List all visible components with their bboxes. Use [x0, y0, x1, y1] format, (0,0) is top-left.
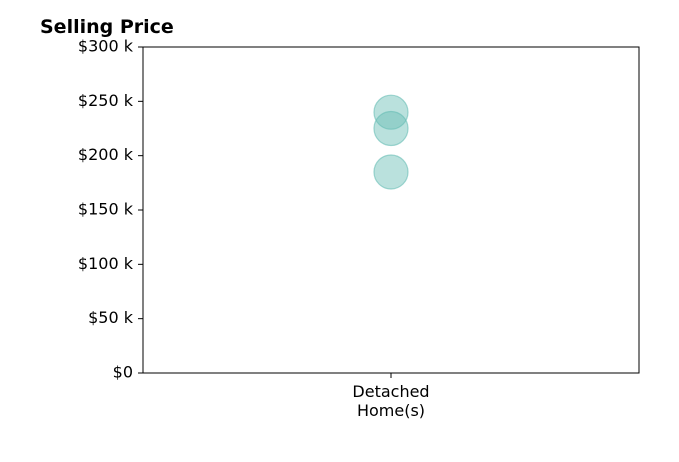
scatter-point — [373, 110, 409, 147]
y-tick-label: $200 k — [78, 145, 134, 164]
x-tick-label: Detached Home(s) — [352, 382, 429, 420]
y-axis: $0 $50 k $100 k $150 k $200 k $250 k $300 k — [78, 37, 143, 382]
data-points — [373, 94, 409, 190]
x-axis: Detached Home(s) — [352, 373, 430, 420]
y-tick-label: $150 k — [78, 200, 134, 219]
y-tick-label: $300 k — [78, 37, 134, 56]
scatter-point — [373, 154, 409, 190]
y-tick-label: $0 — [113, 363, 133, 382]
scatter-point — [373, 94, 409, 130]
chart-title: Selling Price — [40, 16, 174, 38]
y-tick-label: $250 k — [78, 91, 134, 110]
y-tick-label: $100 k — [78, 254, 134, 273]
y-tick-label: $50 k — [88, 308, 134, 327]
